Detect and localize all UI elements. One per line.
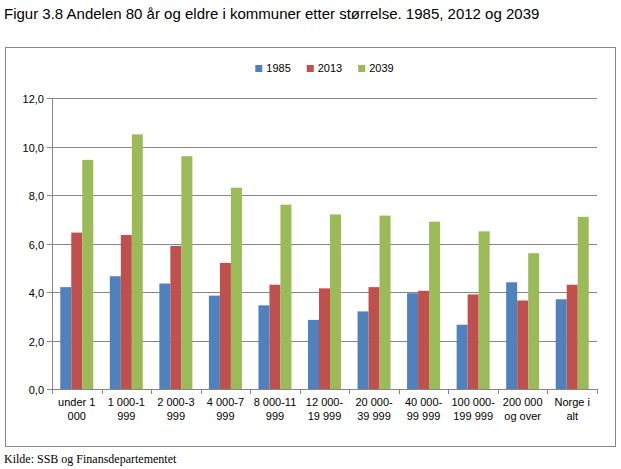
bar: [308, 320, 319, 389]
x-tick-label: 2 000-3999: [157, 396, 194, 422]
x-tick: [547, 389, 548, 394]
bar: [209, 296, 220, 389]
x-tick: [349, 389, 350, 394]
x-tick-label: 4 000-7999: [207, 396, 244, 422]
x-tick-label: 8 000-11999: [254, 396, 297, 422]
bar: [269, 285, 280, 389]
bar: [258, 305, 269, 389]
legend-swatch: [307, 65, 314, 72]
x-tick-label: under 1000: [58, 396, 95, 422]
bar: [159, 284, 170, 389]
legend-label: 2013: [318, 62, 342, 74]
x-tick: [52, 389, 53, 394]
y-tick: [47, 98, 52, 99]
bar: [330, 214, 341, 389]
x-tick: [250, 389, 251, 394]
title: Figur 3.8 Andelen 80 år og eldre i kommu…: [4, 5, 539, 22]
bar: [170, 246, 181, 389]
bar: [429, 222, 440, 389]
y-tick-label: 10,0: [23, 142, 44, 154]
y-tick-label: 6,0: [29, 239, 44, 251]
bar: [121, 235, 132, 389]
bar: [71, 233, 82, 389]
bar: [181, 156, 192, 389]
x-tick: [102, 389, 103, 394]
bar: [358, 311, 369, 389]
source: Kilde: SSB og Finansdepartementet: [4, 452, 177, 466]
y-tick-label: 2,0: [29, 336, 44, 348]
grid-line: [52, 98, 597, 99]
bar: [132, 134, 143, 389]
y-tick-label: 12,0: [23, 93, 44, 105]
bar: [380, 216, 391, 389]
bar: [231, 188, 242, 389]
x-tick-label: 20 000-39 999: [355, 396, 393, 422]
x-tick: [300, 389, 301, 394]
legend-swatch: [358, 65, 365, 72]
x-tick-label: Norge ialt: [554, 396, 589, 422]
bars: [60, 134, 588, 389]
y-tick: [47, 195, 52, 196]
x-tick-label: 200 000og over: [503, 396, 543, 422]
y-tick-label: 0,0: [29, 384, 44, 396]
x-tick: [597, 389, 598, 394]
x-tick: [399, 389, 400, 394]
legend-label: 2039: [369, 62, 393, 74]
x-tick-label: 40 000-99 999: [405, 396, 443, 422]
x-axis: [52, 389, 597, 390]
bar: [407, 293, 418, 389]
bar: [556, 299, 567, 389]
bar: [457, 325, 468, 389]
chart-frame: [6, 48, 616, 447]
bar: [506, 282, 517, 389]
bar: [369, 287, 380, 389]
bar: [60, 287, 71, 389]
y-tick: [47, 147, 52, 148]
bar: [418, 291, 429, 389]
bar: [82, 160, 93, 389]
bar: [567, 285, 578, 389]
bar: [468, 294, 479, 389]
bar: [578, 217, 589, 389]
bar: [110, 276, 121, 389]
y-tick: [47, 244, 52, 245]
x-tick: [201, 389, 202, 394]
bar: [517, 300, 528, 389]
legend: 1985 2013 2039: [255, 62, 393, 74]
grid-line: [52, 389, 597, 390]
bar: [479, 231, 490, 389]
y-tick: [47, 292, 52, 293]
x-tick-label: 1 000-1999: [108, 396, 145, 422]
bar: [280, 205, 291, 389]
y-tick-label: 4,0: [29, 287, 44, 299]
x-tick: [498, 389, 499, 394]
y-axis: [52, 98, 53, 389]
x-tick: [448, 389, 449, 394]
bar: [220, 263, 231, 389]
bar: [528, 253, 539, 389]
x-tick-label: 100 000-199 999: [451, 396, 495, 422]
bar: [319, 288, 330, 389]
x-tick-label: 12 000-19 999: [306, 396, 344, 422]
chart: Figur 3.8 Andelen 80 år og eldre i kommu…: [0, 0, 621, 469]
y-tick: [47, 341, 52, 342]
y-tick-label: 8,0: [29, 190, 44, 202]
y-tick: [47, 389, 52, 390]
legend-label: 1985: [266, 62, 290, 74]
legend-swatch: [255, 65, 262, 72]
x-tick: [151, 389, 152, 394]
